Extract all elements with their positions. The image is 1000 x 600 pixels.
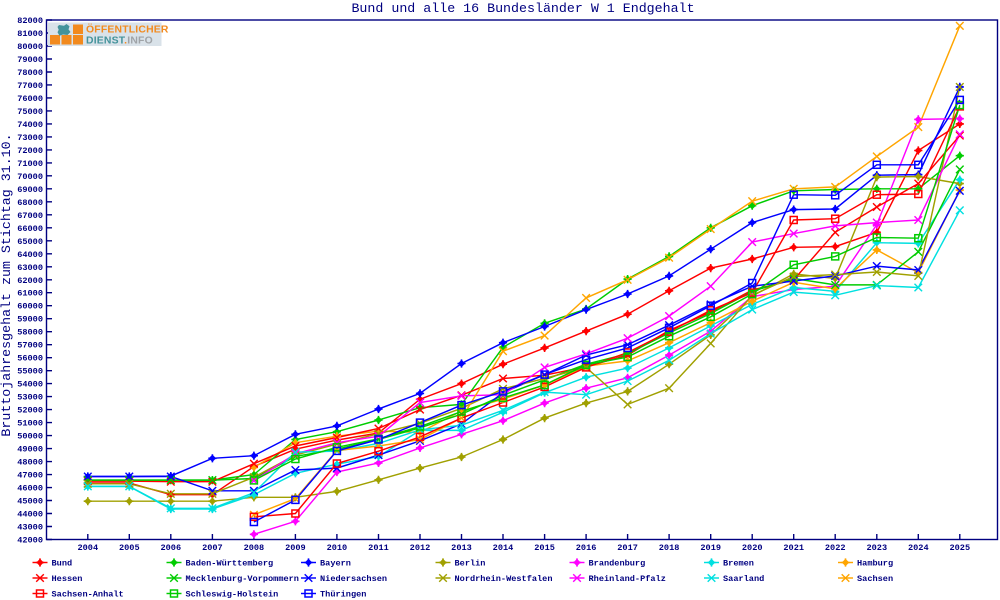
svg-text:82000: 82000	[17, 16, 43, 26]
svg-text:44000: 44000	[17, 510, 43, 520]
svg-text:Hessen: Hessen	[52, 574, 83, 584]
svg-text:50000: 50000	[17, 432, 43, 442]
svg-text:2005: 2005	[119, 543, 140, 553]
svg-text:48000: 48000	[17, 458, 43, 468]
svg-text:78000: 78000	[17, 68, 43, 78]
svg-text:72000: 72000	[17, 146, 43, 156]
svg-text:2015: 2015	[534, 543, 555, 553]
svg-text:67000: 67000	[17, 211, 43, 221]
svg-text:70000: 70000	[17, 172, 43, 182]
svg-text:Bayern: Bayern	[320, 559, 351, 569]
svg-text:58000: 58000	[17, 328, 43, 338]
svg-text:2016: 2016	[576, 543, 597, 553]
svg-text:75000: 75000	[17, 107, 43, 117]
svg-text:2024: 2024	[908, 543, 929, 553]
svg-text:Bund: Bund	[52, 559, 73, 569]
svg-text:Sachsen-Anhalt: Sachsen-Anhalt	[52, 590, 124, 600]
svg-text:Bruttojahresgehalt zum Stichta: Bruttojahresgehalt zum Stichtag 31.10.	[0, 133, 14, 436]
svg-text:81000: 81000	[17, 29, 43, 39]
svg-text:2010: 2010	[327, 543, 348, 553]
svg-text:56000: 56000	[17, 354, 43, 364]
svg-text:53000: 53000	[17, 393, 43, 403]
svg-text:80000: 80000	[17, 42, 43, 52]
svg-text:74000: 74000	[17, 120, 43, 130]
svg-text:64000: 64000	[17, 250, 43, 260]
svg-text:63000: 63000	[17, 263, 43, 273]
svg-text:2004: 2004	[77, 543, 98, 553]
svg-text:52000: 52000	[17, 406, 43, 416]
svg-text:2013: 2013	[451, 543, 472, 553]
svg-text:Mecklenburg-Vorpommern: Mecklenburg-Vorpommern	[186, 574, 299, 584]
svg-text:60000: 60000	[17, 302, 43, 312]
svg-text:47000: 47000	[17, 471, 43, 481]
svg-text:DIENST.INFO: DIENST.INFO	[86, 36, 153, 47]
svg-text:Bund und alle 16 Bundesländer: Bund und alle 16 Bundesländer W 1 Endgeh…	[351, 1, 694, 16]
svg-text:69000: 69000	[17, 185, 43, 195]
svg-text:2023: 2023	[866, 543, 887, 553]
svg-text:2020: 2020	[742, 543, 763, 553]
svg-text:46000: 46000	[17, 484, 43, 494]
svg-text:2006: 2006	[160, 543, 181, 553]
svg-text:68000: 68000	[17, 198, 43, 208]
svg-text:Berlin: Berlin	[455, 559, 486, 569]
svg-text:2009: 2009	[285, 543, 306, 553]
svg-text:57000: 57000	[17, 341, 43, 351]
svg-text:2012: 2012	[410, 543, 431, 553]
svg-text:45000: 45000	[17, 497, 43, 507]
svg-text:Thüringen: Thüringen	[320, 590, 366, 600]
svg-text:2018: 2018	[659, 543, 680, 553]
svg-text:Bremen: Bremen	[723, 559, 754, 569]
svg-text:62000: 62000	[17, 276, 43, 286]
svg-text:76000: 76000	[17, 94, 43, 104]
svg-text:66000: 66000	[17, 224, 43, 234]
svg-text:59000: 59000	[17, 315, 43, 325]
svg-text:42000: 42000	[17, 536, 43, 546]
svg-text:73000: 73000	[17, 133, 43, 143]
svg-text:55000: 55000	[17, 367, 43, 377]
svg-text:Saarland: Saarland	[723, 574, 764, 584]
svg-text:Brandenburg: Brandenburg	[589, 559, 646, 569]
svg-text:Schleswig-Holstein: Schleswig-Holstein	[186, 590, 279, 600]
svg-text:2014: 2014	[493, 543, 514, 553]
svg-text:2017: 2017	[617, 543, 638, 553]
svg-text:2019: 2019	[700, 543, 721, 553]
svg-text:65000: 65000	[17, 237, 43, 247]
svg-text:2007: 2007	[202, 543, 223, 553]
svg-text:2025: 2025	[949, 543, 970, 553]
svg-text:2008: 2008	[244, 543, 265, 553]
svg-text:2022: 2022	[825, 543, 846, 553]
svg-text:79000: 79000	[17, 55, 43, 65]
svg-text:51000: 51000	[17, 419, 43, 429]
svg-text:ÖFFENTLICHER: ÖFFENTLICHER	[86, 23, 169, 36]
svg-text:77000: 77000	[17, 81, 43, 91]
svg-text:49000: 49000	[17, 445, 43, 455]
svg-text:2021: 2021	[783, 543, 804, 553]
svg-text:Niedersachsen: Niedersachsen	[320, 574, 387, 584]
svg-text:54000: 54000	[17, 380, 43, 390]
svg-text:Sachsen: Sachsen	[857, 574, 893, 584]
svg-text:Rheinland-Pfalz: Rheinland-Pfalz	[589, 574, 666, 584]
svg-text:71000: 71000	[17, 159, 43, 169]
svg-text:2011: 2011	[368, 543, 389, 553]
svg-text:Baden-Württemberg: Baden-Württemberg	[186, 559, 274, 569]
svg-text:Hamburg: Hamburg	[857, 559, 893, 569]
svg-text:43000: 43000	[17, 523, 43, 533]
svg-text:Nordrhein-Westfalen: Nordrhein-Westfalen	[455, 574, 553, 584]
svg-text:61000: 61000	[17, 289, 43, 299]
